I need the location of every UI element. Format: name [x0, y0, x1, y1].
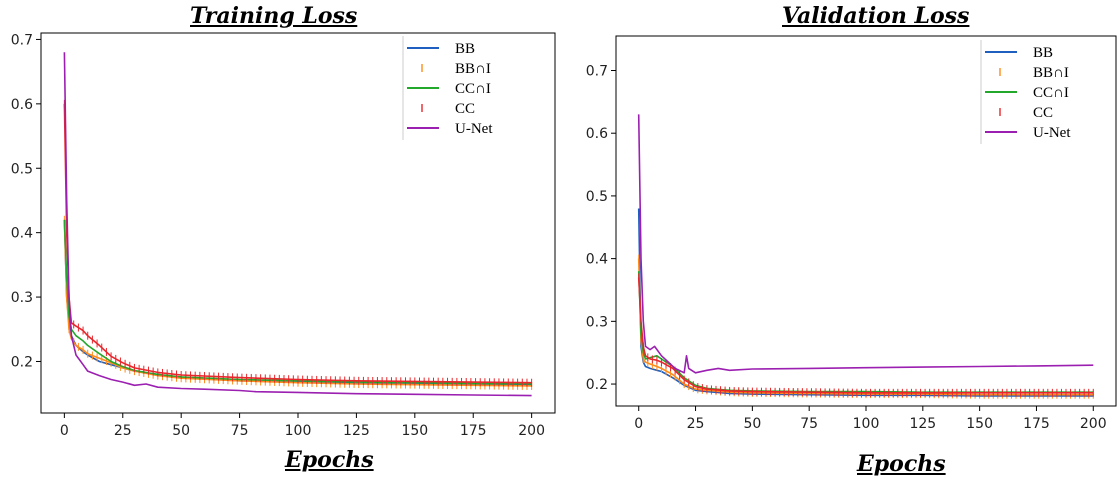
series-1 — [63, 215, 533, 390]
training-loss-title: Training Loss — [190, 3, 358, 29]
y-tick-label: 0.5 — [11, 161, 33, 177]
x-tick-label: 0 — [60, 423, 69, 439]
legend-label: BB∩I — [455, 61, 491, 77]
series-3 — [63, 99, 533, 387]
x-tick-label: 25 — [687, 416, 705, 432]
x-tick-label: 150 — [966, 416, 993, 432]
x-tick-label: 75 — [231, 423, 249, 439]
legend-label: BB — [1033, 45, 1053, 61]
series-line — [63, 219, 532, 385]
training-loss-chart: 0 25 50 75 100 125 150 175 200 0.2 0.3 0.4 0.5 0.6 0.7… — [11, 32, 556, 439]
training-loss-xlabel: Epochs — [285, 447, 374, 473]
y-tick-label: 0.2 — [11, 354, 33, 370]
y-tick-label: 0.7 — [11, 32, 33, 48]
y-tick-label: 0.7 — [586, 63, 608, 79]
validation-loss-title: Validation Loss — [782, 3, 970, 29]
series-4 — [637, 114, 1094, 374]
series-2 — [63, 219, 532, 385]
legend: BB BB∩I CC∩I CC U-Net — [402, 36, 493, 140]
series-line — [637, 208, 1094, 397]
x-tick-label: 25 — [114, 423, 132, 439]
series-line — [637, 271, 1094, 394]
series-4 — [63, 52, 532, 397]
y-tick-label: 0.6 — [11, 97, 33, 113]
x-tick-label: 175 — [460, 423, 487, 439]
x-tick-label: 50 — [743, 416, 761, 432]
legend-label: CC — [455, 101, 475, 117]
series-line — [637, 277, 1094, 394]
y-tick-label: 0.4 — [586, 252, 608, 268]
legend-label: CC∩I — [1033, 85, 1069, 101]
legend-label: CC∩I — [455, 81, 491, 97]
y-tick-label: 0.4 — [11, 226, 33, 242]
legend-label: BB∩I — [1033, 65, 1069, 81]
legend-label: U-Net — [1033, 125, 1071, 141]
y-tick-label: 0.2 — [586, 377, 608, 393]
x-tick-label: 200 — [518, 423, 545, 439]
legend: BB BB∩I CC∩I CC U-Net — [980, 40, 1071, 144]
y-tick-label: 0.5 — [586, 189, 608, 205]
x-tick-label: 50 — [172, 423, 190, 439]
legend-label: U-Net — [455, 121, 493, 137]
x-tick-label: 125 — [343, 423, 370, 439]
series-2 — [637, 271, 1094, 394]
series-line — [63, 219, 532, 387]
series-line — [637, 258, 1094, 396]
series-0 — [637, 208, 1094, 397]
series-0 — [63, 219, 532, 387]
x-tick-label: 175 — [1023, 416, 1050, 432]
series-line — [63, 219, 532, 387]
x-tick-label: 125 — [909, 416, 936, 432]
validation-loss-panel: Validation Loss 0 25 50 75 100 125 150 175 200 0.… — [560, 0, 1119, 480]
legend-label: CC — [1033, 105, 1053, 121]
x-tick-label: 100 — [285, 423, 312, 439]
series-line — [63, 52, 532, 397]
x-tick-label: 200 — [1080, 416, 1107, 432]
validation-loss-chart: 0 25 50 75 100 125 150 175 200 0.2 0.3 0.4 0.5 0.6 0.7… — [586, 35, 1117, 432]
x-tick-label: 100 — [853, 416, 880, 432]
validation-loss-xlabel: Epochs — [857, 451, 946, 477]
y-tick-label: 0.3 — [11, 290, 33, 306]
y-tick-label: 0.3 — [586, 314, 608, 330]
series-1 — [637, 254, 1094, 399]
series-3 — [637, 273, 1094, 397]
x-tick-label: 0 — [634, 416, 643, 432]
training-loss-panel: Training Loss 0 25 50 75 100 125 150 175 200 0.2 0… — [11, 3, 556, 473]
series-line — [637, 114, 1094, 374]
x-tick-label: 150 — [401, 423, 428, 439]
series-line — [63, 103, 532, 384]
x-tick-label: 75 — [800, 416, 818, 432]
y-tick-label: 0.6 — [586, 126, 608, 142]
legend-label: BB — [455, 41, 475, 57]
